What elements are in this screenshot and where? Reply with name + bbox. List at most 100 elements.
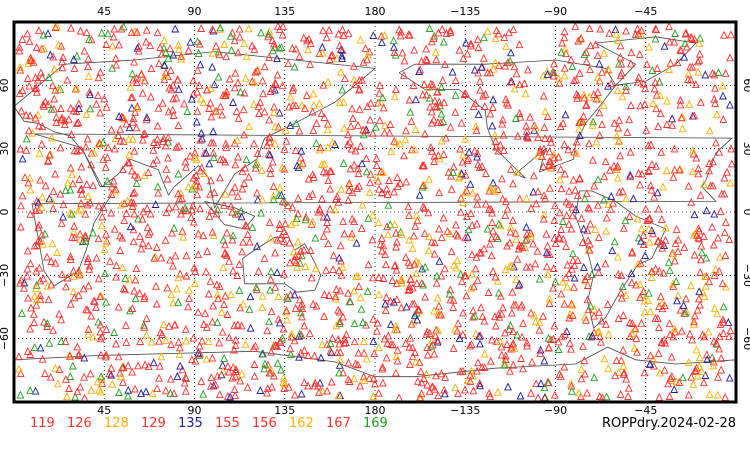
observation-marker — [577, 364, 586, 373]
observation-marker — [507, 308, 516, 317]
observation-marker — [77, 198, 86, 207]
observation-marker — [515, 40, 524, 49]
observation-marker — [701, 281, 710, 290]
observation-marker — [278, 333, 287, 342]
observation-marker — [644, 296, 653, 305]
legend-item-135: 135 — [178, 416, 203, 431]
observation-marker — [430, 31, 439, 40]
observation-marker — [460, 188, 469, 197]
observation-marker — [439, 213, 448, 222]
observation-marker — [300, 103, 309, 112]
observation-marker — [157, 49, 166, 58]
observation-marker — [588, 120, 597, 129]
observation-marker — [719, 328, 728, 337]
observation-marker — [252, 283, 261, 291]
observation-marker — [207, 112, 216, 121]
observation-marker — [209, 148, 218, 157]
observation-marker — [688, 146, 697, 155]
observation-marker — [191, 266, 200, 275]
observation-marker — [273, 268, 282, 277]
observation-marker — [238, 184, 247, 193]
observation-marker — [644, 141, 653, 150]
observation-marker — [39, 239, 48, 248]
observation-marker — [331, 205, 340, 214]
observation-marker — [15, 42, 24, 51]
observation-marker — [564, 145, 573, 154]
observation-marker — [682, 42, 691, 51]
observation-marker — [408, 243, 417, 252]
observation-marker — [531, 259, 540, 268]
observation-marker — [245, 237, 254, 246]
observation-marker — [163, 283, 172, 292]
observation-marker — [421, 55, 430, 64]
observation-marker — [474, 43, 483, 51]
observation-marker — [17, 106, 26, 115]
observation-marker — [138, 238, 147, 247]
observation-marker — [438, 24, 447, 33]
observation-marker — [568, 202, 577, 211]
observation-marker — [402, 177, 411, 186]
observation-marker — [227, 45, 236, 54]
observation-marker — [166, 374, 175, 383]
observation-marker — [412, 278, 421, 287]
observation-marker — [705, 126, 714, 135]
observation-marker — [630, 343, 639, 352]
observation-marker — [149, 138, 158, 146]
observation-marker — [233, 320, 242, 329]
observation-marker — [191, 153, 200, 162]
observation-marker — [720, 189, 729, 198]
observation-marker — [67, 130, 76, 139]
observation-marker — [503, 241, 511, 250]
observation-marker — [668, 114, 677, 123]
observation-marker — [208, 24, 217, 33]
observation-marker — [462, 186, 471, 195]
left-lat-label: 30 — [0, 142, 11, 156]
observation-marker — [505, 324, 514, 333]
observation-marker — [151, 200, 160, 208]
observation-marker — [246, 292, 255, 301]
observation-marker — [669, 172, 678, 181]
observation-marker — [356, 35, 365, 44]
observation-marker — [154, 188, 163, 197]
observation-marker — [435, 188, 444, 197]
observation-marker — [128, 166, 136, 175]
observation-marker — [304, 351, 313, 360]
right-lat-label: 60 — [741, 78, 750, 92]
observation-marker — [283, 315, 292, 324]
observation-marker — [118, 263, 127, 271]
observation-marker — [77, 184, 86, 193]
observation-marker — [695, 38, 704, 47]
observation-marker — [561, 49, 570, 58]
observation-marker — [549, 264, 558, 272]
top-lon-label: 135 — [274, 5, 295, 18]
observation-marker — [31, 386, 40, 395]
observation-marker — [417, 278, 426, 287]
observation-marker — [449, 167, 458, 176]
observation-marker — [453, 326, 462, 335]
observation-marker — [543, 69, 552, 78]
observation-marker — [248, 222, 257, 231]
observation-marker — [220, 40, 229, 48]
observation-marker — [595, 108, 604, 117]
observation-marker — [502, 42, 511, 51]
observation-marker — [480, 244, 488, 253]
observation-marker — [670, 144, 679, 153]
observation-marker — [139, 129, 148, 138]
observation-marker — [318, 386, 327, 395]
observation-marker — [481, 199, 490, 208]
observation-marker — [131, 294, 140, 303]
observation-marker — [382, 353, 391, 362]
observation-marker — [475, 163, 484, 172]
observation-marker — [102, 40, 111, 48]
observation-marker — [690, 311, 699, 320]
observation-marker — [244, 24, 253, 33]
observation-marker — [241, 339, 250, 348]
observation-marker — [49, 325, 58, 334]
observation-marker — [378, 364, 387, 373]
observation-marker — [16, 144, 25, 153]
observation-marker — [69, 227, 78, 236]
observation-marker — [634, 168, 643, 177]
observation-marker — [700, 272, 709, 281]
observation-marker — [92, 99, 101, 108]
observation-marker — [633, 347, 641, 356]
